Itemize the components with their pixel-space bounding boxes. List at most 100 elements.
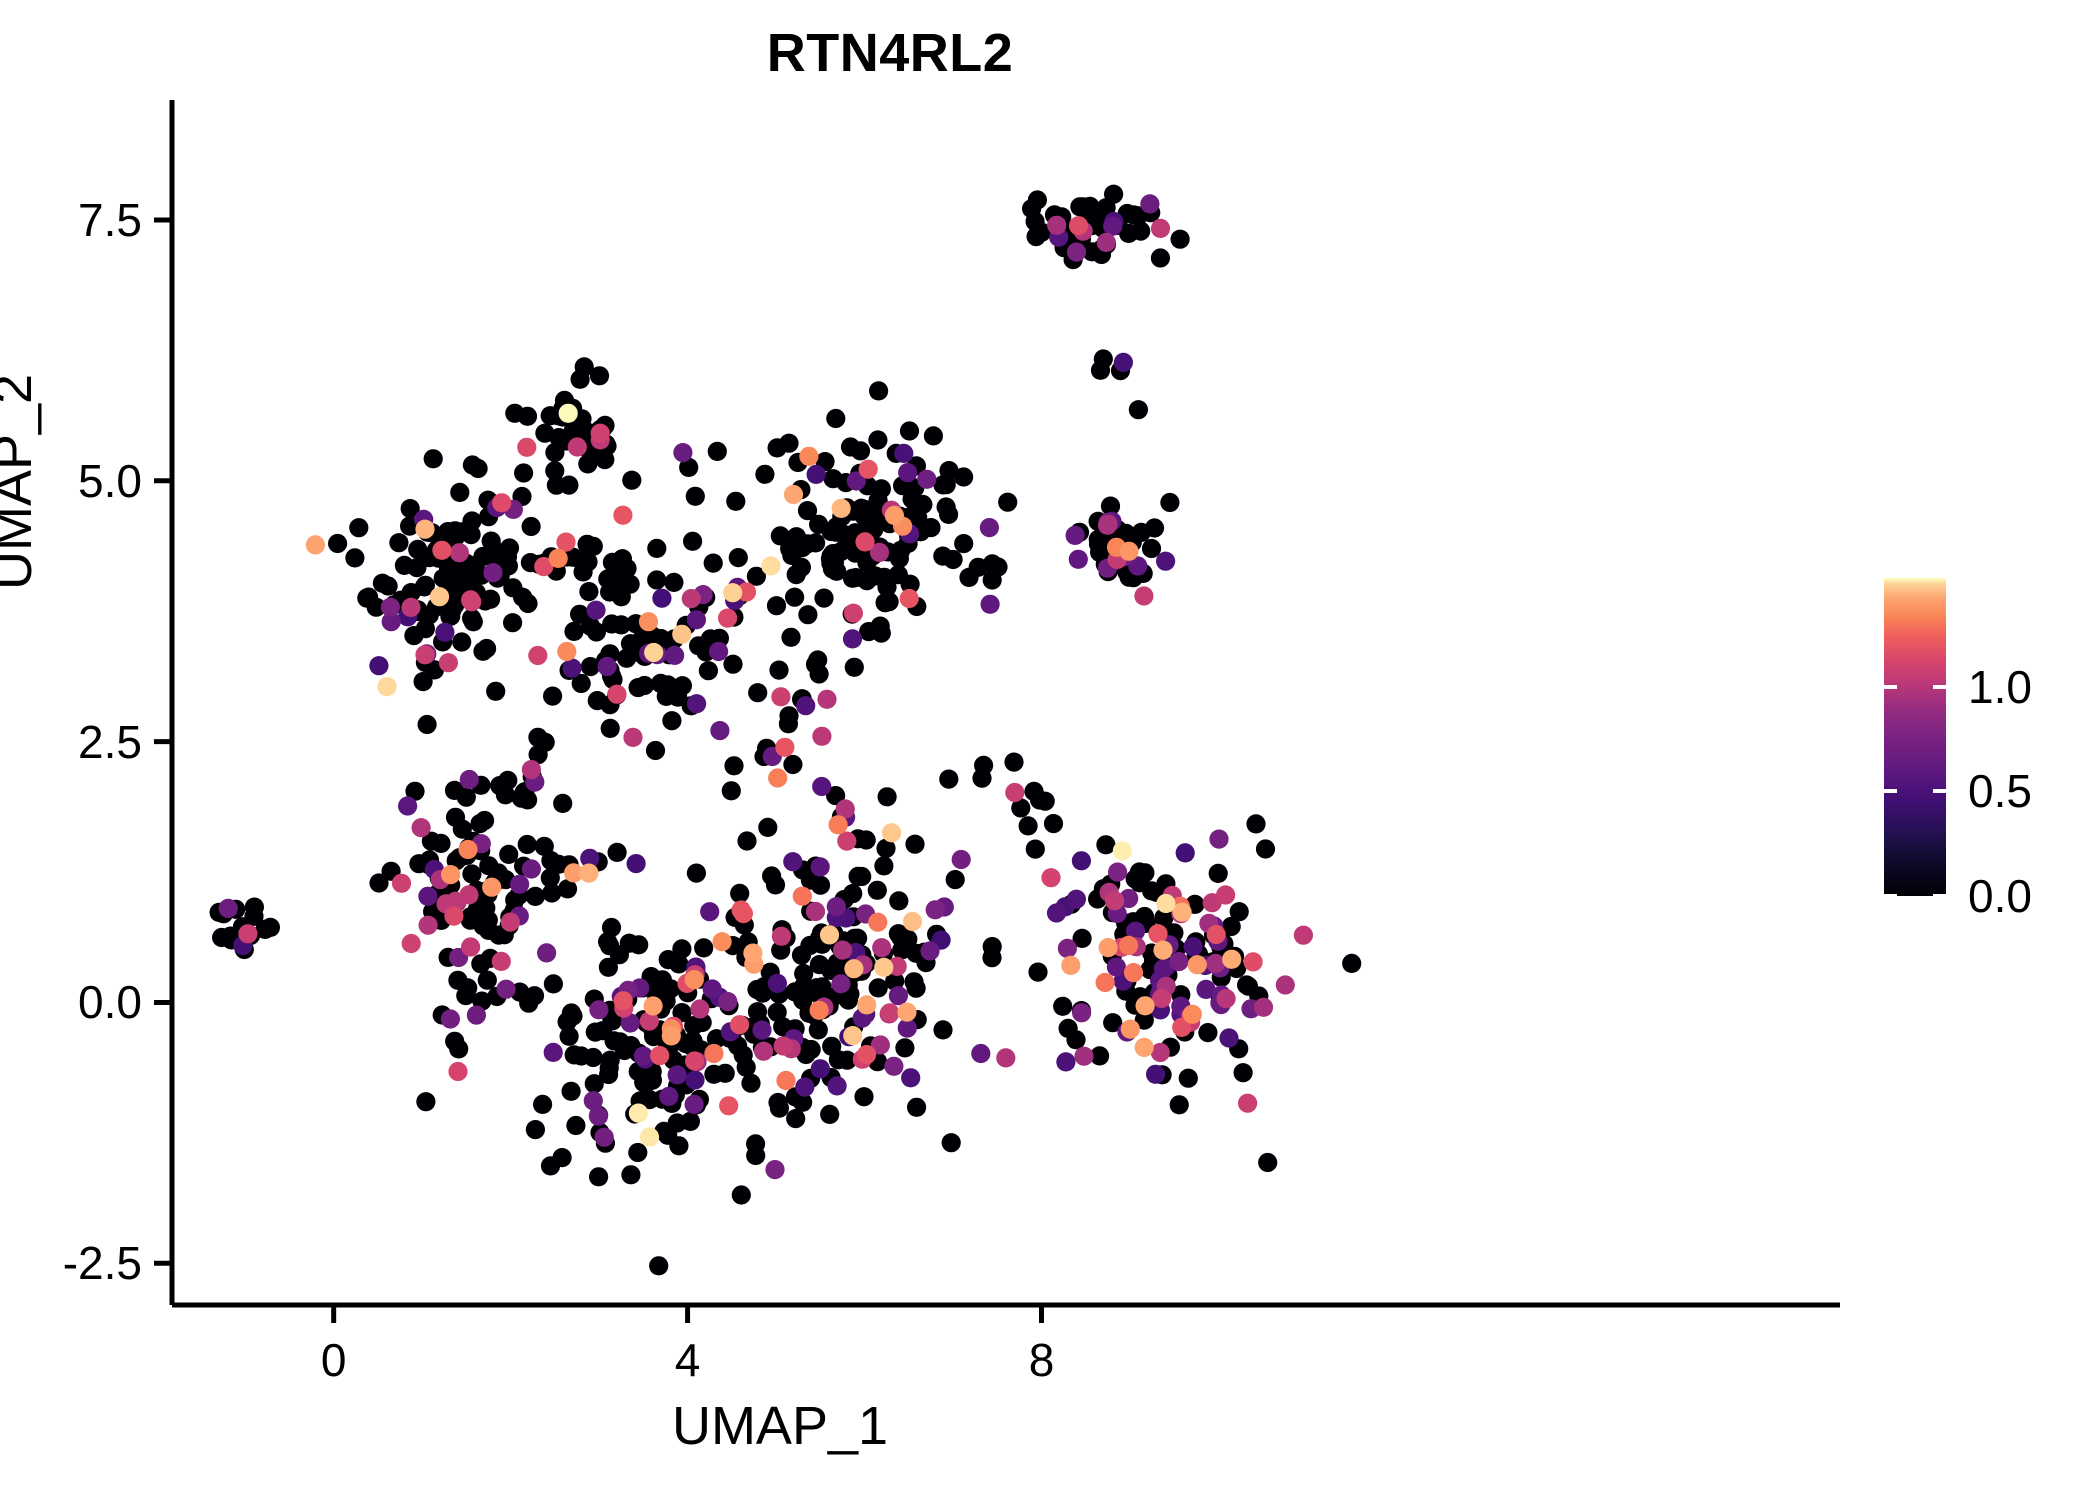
scatter-point xyxy=(1198,1023,1218,1043)
scatter-point xyxy=(441,865,461,885)
scatter-point xyxy=(859,622,879,642)
scatter-point xyxy=(765,1160,785,1180)
scatter-point xyxy=(500,912,520,932)
scatter-point xyxy=(1196,979,1216,1000)
scatter-point xyxy=(826,408,846,429)
scatter-point xyxy=(644,642,664,663)
scatter-point xyxy=(1071,851,1091,871)
scatter-point xyxy=(586,600,606,620)
scatter-point xyxy=(588,1106,608,1126)
scatter-point xyxy=(892,940,912,960)
scatter-point xyxy=(517,834,537,855)
scatter-point xyxy=(827,1076,847,1096)
scatter-point xyxy=(771,926,792,946)
scatter-point xyxy=(1238,1093,1258,1113)
scatter-point xyxy=(1119,541,1139,561)
scatter-point xyxy=(1222,949,1242,969)
scatter-point xyxy=(808,1020,828,1040)
scatter-point xyxy=(888,924,909,944)
scatter-point xyxy=(852,866,872,887)
scatter-point xyxy=(1105,891,1125,911)
scatter-point xyxy=(854,506,874,526)
scatter-point xyxy=(882,823,902,843)
scatter-point xyxy=(1027,190,1047,210)
scatter-point xyxy=(939,461,959,481)
scatter-point xyxy=(534,557,554,577)
scatter-point xyxy=(724,756,744,776)
scatter-point xyxy=(823,544,843,564)
scatter-point xyxy=(599,1064,619,1085)
scatter-point xyxy=(626,854,646,874)
scatter-point xyxy=(598,932,618,952)
scatter-point xyxy=(600,718,620,739)
scatter-point xyxy=(462,864,482,884)
scatter-point xyxy=(503,613,523,633)
scatter-point xyxy=(458,978,478,998)
scatter-point xyxy=(450,482,470,502)
scatter-point xyxy=(1025,839,1045,859)
scatter-point xyxy=(619,933,639,953)
scatter-point xyxy=(255,919,275,940)
scatter-point xyxy=(461,937,481,957)
scatter-point xyxy=(880,1003,900,1023)
scatter-point xyxy=(684,1094,704,1114)
scatter-point xyxy=(889,891,909,911)
scatter-point xyxy=(401,933,421,954)
scatter-point xyxy=(858,459,878,479)
scatter-point xyxy=(773,1036,793,1056)
scatter-point xyxy=(889,548,910,569)
scatter-point xyxy=(748,683,768,703)
scatter-point xyxy=(441,606,461,626)
scatter-point xyxy=(1112,841,1132,861)
scatter-point xyxy=(466,1005,486,1025)
scatter-point xyxy=(1024,781,1044,802)
scatter-point xyxy=(1128,400,1148,420)
scatter-point xyxy=(1208,863,1228,884)
scatter-point xyxy=(1028,962,1048,982)
scatter-point xyxy=(796,696,816,716)
scatter-point xyxy=(768,768,788,788)
scatter-point xyxy=(556,532,576,552)
scatter-point xyxy=(874,856,894,876)
scatter-point xyxy=(580,848,600,868)
scatter-point xyxy=(1255,839,1276,859)
scatter-point xyxy=(685,1070,705,1090)
scatter-point xyxy=(499,844,519,865)
scatter-point xyxy=(557,641,577,662)
scatter-point xyxy=(579,582,599,602)
scatter-point xyxy=(518,593,538,614)
scatter-point xyxy=(1209,829,1229,849)
scatter-point xyxy=(897,1002,917,1022)
scatter-point xyxy=(633,1046,653,1066)
scatter-point xyxy=(700,902,720,922)
scatter-point xyxy=(712,932,732,952)
scatter-point xyxy=(1074,1046,1094,1066)
scatter-point xyxy=(1018,816,1038,836)
scatter-point xyxy=(639,1011,659,1031)
scatter-point xyxy=(683,531,703,551)
scatter-point xyxy=(647,570,667,590)
scatter-point xyxy=(797,501,818,521)
scatter-point xyxy=(828,815,848,835)
scatter-point xyxy=(769,660,789,680)
scatter-point xyxy=(679,457,699,477)
scatter-point xyxy=(1065,525,1085,545)
scatter-point xyxy=(1160,492,1180,513)
scatter-point xyxy=(954,467,974,487)
scatter-point xyxy=(369,656,389,676)
scatter-point xyxy=(754,1041,774,1061)
scatter-point xyxy=(726,491,746,511)
scatter-point xyxy=(1066,1030,1086,1050)
scatter-point xyxy=(681,589,701,609)
scatter-point xyxy=(1153,959,1173,979)
scatter-point xyxy=(1031,222,1052,242)
scatter-point xyxy=(877,787,897,807)
scatter-point xyxy=(872,938,892,958)
scatter-point xyxy=(1104,184,1124,204)
scatter-point xyxy=(781,627,801,647)
scatter-point xyxy=(707,441,727,461)
scatter-point xyxy=(941,1133,961,1153)
scatter-point xyxy=(564,863,584,883)
scatter-point xyxy=(809,955,830,975)
scatter-point xyxy=(672,939,692,959)
